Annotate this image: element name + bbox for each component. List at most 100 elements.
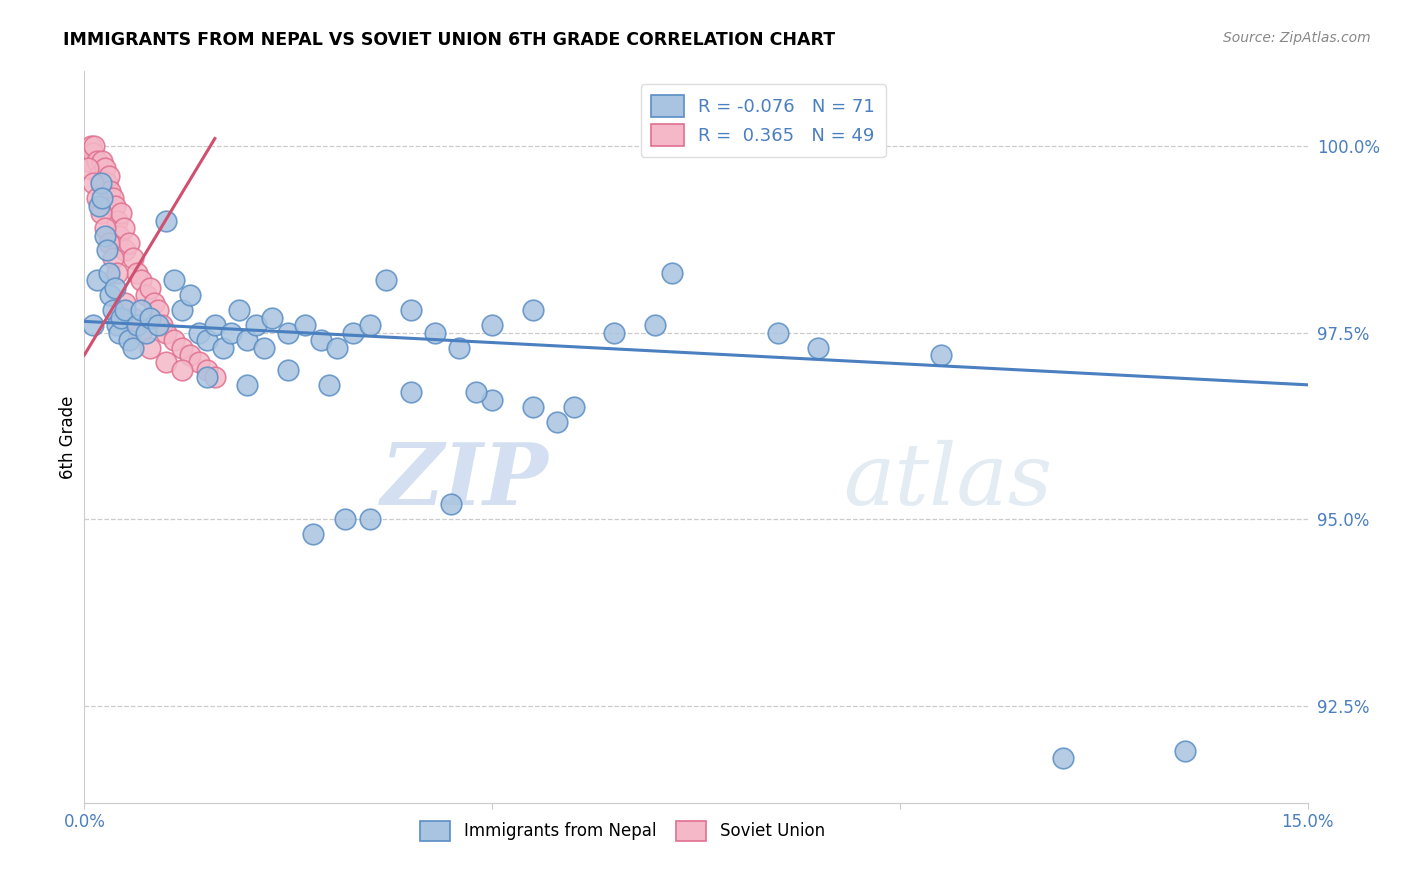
Point [86,153,108,168]
Point [301,527,323,541]
Point [86,191,108,205]
Point [179,288,201,302]
Point [219,326,242,340]
Point [104,281,127,295]
Point [112,221,135,235]
Point [195,333,218,347]
Point [135,288,157,302]
Point [100,184,122,198]
Point [449,341,471,355]
Point [150,318,173,332]
Point [86,273,108,287]
Point [97,266,120,280]
Point [163,273,186,287]
Point [105,318,128,332]
Point [101,191,124,205]
Point [1052,751,1074,765]
Point [90,206,112,220]
Point [135,326,157,340]
Point [118,333,141,347]
Point [309,333,332,347]
Point [342,326,364,340]
Point [155,355,177,369]
Point [118,235,141,250]
Point [87,169,110,183]
Point [138,310,160,325]
Point [131,273,153,287]
Point [127,266,149,280]
Point [101,251,124,265]
Point [187,326,209,340]
Point [204,318,226,332]
Text: Source: ZipAtlas.com: Source: ZipAtlas.com [1223,31,1371,45]
Text: ZIP: ZIP [381,439,550,523]
Point [163,333,186,347]
Point [236,377,259,392]
Text: IMMIGRANTS FROM NEPAL VS SOVIET UNION 6TH GRADE CORRELATION CHART: IMMIGRANTS FROM NEPAL VS SOVIET UNION 6T… [63,31,835,49]
Point [142,295,165,310]
Point [195,363,218,377]
Point [82,146,104,161]
Point [236,333,259,347]
Point [138,281,160,295]
Point [399,303,422,318]
Point [172,303,194,318]
Point [464,385,486,400]
Point [122,341,145,355]
Point [114,303,136,318]
Point [359,318,381,332]
Point [172,341,194,355]
Point [114,295,136,310]
Point [187,355,209,369]
Point [644,318,666,332]
Point [260,310,283,325]
Point [100,288,122,302]
Point [77,153,100,168]
Y-axis label: 6th Grade: 6th Grade [59,395,77,479]
Point [375,273,398,287]
Point [204,370,226,384]
Point [481,392,503,407]
Point [522,401,544,415]
Point [277,363,299,377]
Point [318,377,340,392]
Point [562,401,585,415]
Point [1174,743,1197,757]
Point [253,341,276,355]
Point [87,199,110,213]
Text: atlas: atlas [842,440,1052,523]
Point [97,169,120,183]
Point [90,177,112,191]
Point [481,318,503,332]
Point [110,310,132,325]
Point [155,213,177,227]
Point [522,303,544,318]
Point [105,213,128,227]
Point [97,235,120,250]
Point [122,251,145,265]
Point [91,153,114,168]
Point [101,303,124,318]
Point [131,326,153,340]
Point [77,161,100,176]
Point [335,512,357,526]
Point [245,318,267,332]
Point [93,228,115,243]
Point [277,326,299,340]
Point [294,318,316,332]
Point [399,385,422,400]
Point [93,161,115,176]
Point [83,139,105,153]
Point [546,415,568,429]
Point [114,244,136,258]
Point [107,228,129,243]
Legend: Immigrants from Nepal, Soviet Union: Immigrants from Nepal, Soviet Union [412,813,834,849]
Point [423,326,446,340]
Point [82,318,104,332]
Point [80,139,103,153]
Point [146,303,169,318]
Point [104,199,127,213]
Point [138,341,160,355]
Point [96,177,118,191]
Point [122,310,145,325]
